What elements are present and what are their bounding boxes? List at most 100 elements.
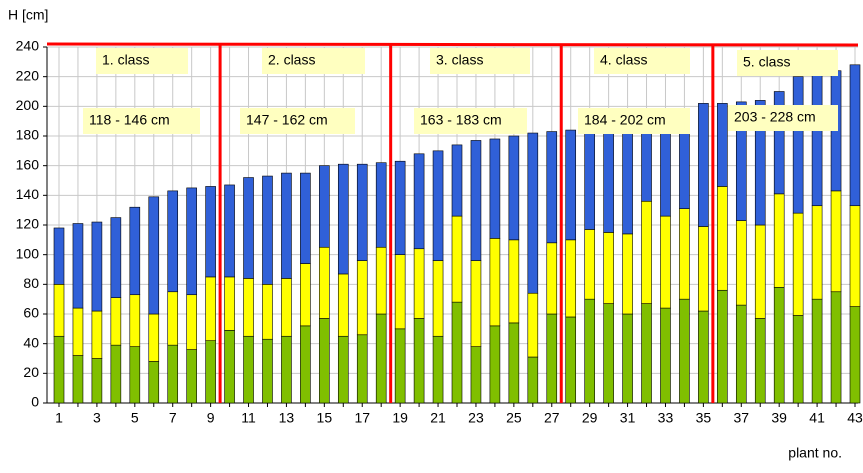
bar-segment [72, 307, 84, 356]
annotation: 203 - 228 cm [734, 109, 816, 125]
bar-segment [508, 239, 520, 324]
y-tick-label: 100 [16, 245, 40, 261]
bar-segment [679, 208, 690, 300]
bar-segment [337, 273, 349, 337]
x-tick-label: 1 [55, 410, 63, 426]
bar-segment [110, 344, 122, 404]
annotation: 118 - 146 cm [89, 112, 170, 128]
annotation-box [578, 108, 690, 134]
bar-segment [356, 334, 368, 404]
x-tick-label: 37 [733, 410, 749, 426]
bar-segment [811, 298, 823, 404]
bar-segment [186, 349, 197, 404]
bar-segment [773, 286, 785, 404]
bar-segment [413, 153, 425, 250]
bar-segment [356, 163, 368, 261]
bar-segment [622, 233, 633, 315]
bar-segment [167, 291, 179, 346]
annotation-box [594, 48, 690, 74]
bar-segment [91, 358, 103, 404]
bar-segment [262, 338, 273, 404]
bar-segment [792, 315, 804, 404]
bar-segment [72, 223, 84, 309]
bar-segment [773, 91, 785, 195]
bar-segment [53, 335, 65, 404]
x-tick-label: 17 [354, 410, 370, 426]
bar-segment [565, 239, 577, 318]
y-tick-label: 160 [16, 156, 40, 172]
x-tick-label: 23 [468, 410, 484, 426]
bar-segment [717, 103, 728, 187]
bar-segment [432, 335, 444, 404]
x-tick-label: 29 [582, 410, 598, 426]
bar-segment [754, 224, 766, 319]
bar-segment [224, 330, 235, 404]
y-tick-label: 140 [16, 186, 40, 202]
x-tick-label: 35 [696, 410, 712, 426]
bar-segment [489, 138, 501, 239]
x-tick-label: 25 [506, 410, 522, 426]
class-top-line [46, 42, 859, 47]
bar-segment [717, 289, 728, 404]
bar-segment [603, 125, 614, 233]
bar-segment [72, 355, 84, 404]
bar-segment [356, 260, 368, 336]
bar-segment [243, 335, 254, 404]
bar-segment [148, 313, 160, 362]
x-tick-label: 43 [847, 410, 863, 426]
bar-segment [546, 131, 558, 244]
bar-segment [849, 64, 861, 207]
bar-segment [205, 340, 216, 404]
bar-segment [565, 129, 577, 241]
x-tick-label: 33 [658, 410, 674, 426]
x-tick-label: 41 [809, 410, 825, 426]
bar-segment [243, 177, 254, 279]
bar-segment [773, 193, 785, 288]
bar-segment [811, 205, 823, 300]
bar-segment [546, 313, 558, 404]
bar-segment [205, 186, 216, 278]
bar-segment [53, 227, 65, 285]
bar-segment [224, 184, 235, 278]
bar-segment [754, 318, 766, 404]
annotation: 1. class [102, 52, 149, 68]
annotation-box [430, 48, 530, 74]
bar-segment [394, 254, 406, 330]
bar-segment [508, 135, 520, 241]
bar-segment [91, 310, 103, 359]
bar-segment [735, 220, 747, 306]
bar-segment [527, 356, 539, 404]
x-tick-label: 13 [279, 410, 295, 426]
y-tick-label: 200 [16, 97, 40, 113]
x-tick-label: 39 [771, 410, 787, 426]
x-tick-label: 19 [392, 410, 408, 426]
annotation-box [83, 108, 200, 134]
bar-segment [186, 294, 197, 350]
bar-segment [527, 132, 539, 294]
y-tick-label: 120 [16, 216, 40, 232]
bar-segment [565, 316, 577, 404]
bar-segment [53, 284, 65, 337]
x-axis-label: plant no. [788, 445, 842, 461]
bar-segment [375, 162, 387, 248]
bar-segment [622, 313, 633, 404]
bar-segment [319, 318, 330, 404]
bar-segment [375, 246, 387, 315]
annotation: 184 - 202 cm [584, 112, 666, 128]
bar-segment [300, 325, 311, 404]
annotation: 3. class [436, 52, 483, 68]
bar-segment [698, 103, 709, 227]
bar-segment [262, 175, 273, 285]
bar-segment [281, 278, 292, 337]
bar-segment [110, 297, 122, 346]
bar-segment [451, 144, 463, 217]
x-tick-label: 11 [241, 410, 256, 426]
bar-segment [584, 229, 595, 300]
x-tick-label: 21 [430, 410, 446, 426]
bar-segment [735, 101, 747, 221]
x-tick-label: 3 [93, 410, 101, 426]
bar-segment [413, 318, 425, 404]
y-axis-label: H [cm] [8, 7, 48, 23]
bar-segment [129, 206, 141, 296]
annotation: 147 - 162 cm [246, 112, 328, 128]
